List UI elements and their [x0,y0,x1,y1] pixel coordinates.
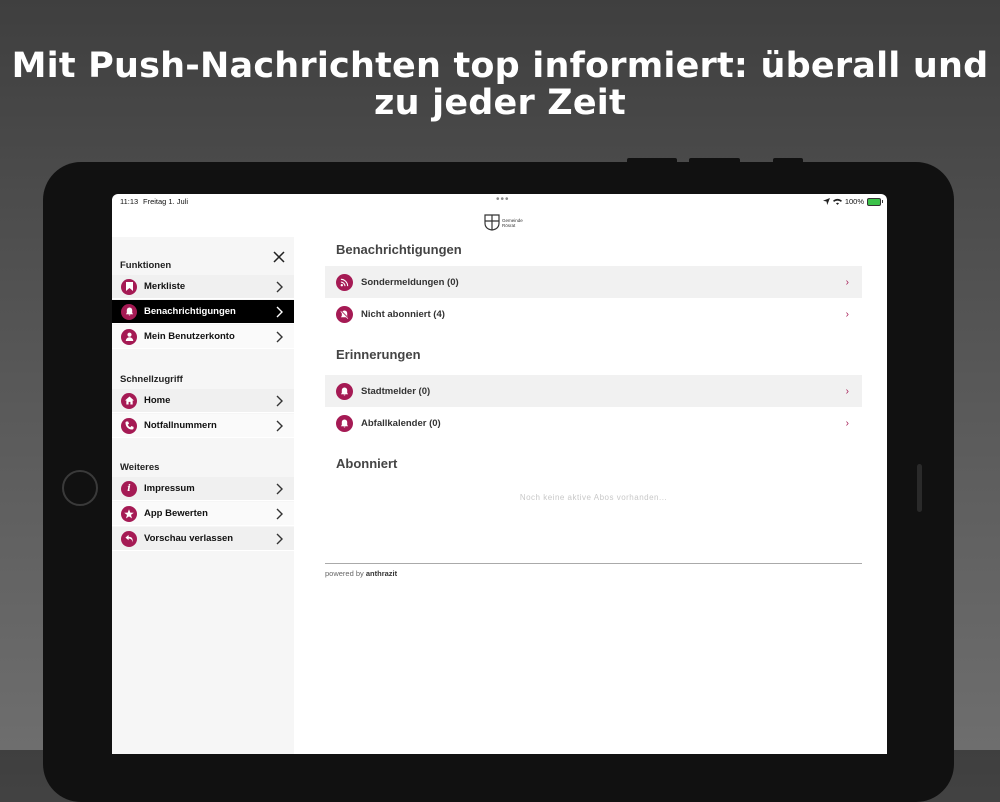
sidebar-item-impressum[interactable]: i Impressum [112,477,294,501]
sidebar-item-label: Mein Benutzerkonto [144,331,235,342]
municipality-logo: Gemeinde Rösrat [484,214,523,231]
home-icon [121,392,137,409]
close-icon[interactable] [272,250,286,264]
chevron-right-icon [276,395,283,406]
chevron-right-icon: › [845,417,849,429]
sidebar-item-label: Home [144,395,171,406]
sidebar-item-mein-benutzerkonto[interactable]: Mein Benutzerkonto [112,325,294,349]
chevron-right-icon [276,533,283,544]
user-icon [121,328,137,345]
device-handle [917,464,922,512]
chevron-right-icon: › [845,308,849,320]
chevron-right-icon [276,508,283,519]
sidebar-item-merkliste[interactable]: Merkliste [112,275,294,299]
bell-icon [336,414,353,432]
chevron-right-icon: › [845,276,849,288]
chevron-right-icon: › [845,385,849,397]
status-date: Freitag 1. Juli [143,197,189,206]
chevron-right-icon [276,281,283,292]
row-abfallkalender[interactable]: Abfallkalender (0) › [325,407,862,439]
chevron-right-icon [276,331,283,342]
section-title-funktionen: Funktionen [120,260,172,271]
volume-button [627,158,677,164]
row-label: Abfallkalender (0) [361,417,441,429]
back-arrow-icon [121,530,137,547]
section-heading-erinnerungen: Erinnerungen [336,347,421,362]
sidebar-item-vorschau-verlassen[interactable]: Vorschau verlassen [112,527,294,551]
divider [325,563,862,564]
sidebar-item-label: Impressum [144,483,195,494]
sidebar-item-label: Merkliste [144,281,186,292]
powered-by-prefix: powered by [325,569,364,578]
star-icon [121,505,137,522]
wifi-icon [832,198,842,205]
sidebar: Funktionen Merkliste Benachrichtigungen … [112,237,294,754]
row-label: Stadtmelder (0) [361,385,431,397]
bell-icon [336,382,353,400]
battery-icon [867,197,883,206]
bell-off-icon [336,305,353,323]
broadcast-icon [336,273,353,291]
sidebar-item-label: Notfallnummern [144,420,217,431]
sidebar-item-label: Benachrichtigungen [144,306,236,317]
volume-button [689,158,740,164]
multitasking-dots-icon[interactable]: ••• [496,194,510,205]
phone-icon [121,417,137,434]
powered-by[interactable]: powered by anthrazit [325,569,397,578]
section-title-weiteres: Weiteres [120,462,160,473]
bell-icon [121,303,137,320]
sidebar-item-app-bewerten[interactable]: App Bewerten [112,502,294,526]
tablet-screen: 11:13 Freitag 1. Juli ••• 100% Gemeinde … [112,194,887,754]
status-indicators: 100% [822,197,883,206]
empty-state-text: Noch keine aktive Abos vorhanden... [519,493,668,502]
logo-line-1: Gemeinde [502,217,523,223]
row-sondermeldungen[interactable]: Sondermeldungen (0) › [325,266,862,298]
info-icon: i [121,480,137,497]
chevron-right-icon [276,306,283,317]
row-label: Nicht abonniert (4) [361,308,445,320]
powered-by-brand: anthrazit [365,569,398,578]
bookmark-icon [121,278,137,295]
location-arrow-icon [822,198,830,205]
battery-percent: 100% [844,197,864,206]
logo-line-2: Rösrat [502,222,516,228]
headline-line-1: Mit Push-Nachrichten top informiert: übe… [11,46,989,86]
coat-of-arms-icon [484,214,500,231]
headline: Mit Push-Nachrichten top informiert: übe… [0,48,1000,122]
power-button [773,158,803,164]
status-bar: 11:13 Freitag 1. Juli ••• 100% [112,194,887,208]
sidebar-item-home[interactable]: Home [112,389,294,413]
sidebar-item-benachrichtigungen[interactable]: Benachrichtigungen [112,300,294,324]
section-heading-abonniert: Abonniert [336,456,398,471]
sidebar-item-label: Vorschau verlassen [144,533,234,544]
section-heading-benachrichtigungen: Benachrichtigungen [336,242,462,257]
camera-ring [62,470,98,506]
chevron-right-icon [276,483,283,494]
row-stadtmelder[interactable]: Stadtmelder (0) › [325,375,862,407]
row-label: Sondermeldungen (0) [361,276,459,288]
status-time: 11:13 [120,197,139,206]
section-title-schnellzugriff: Schnellzugriff [120,374,183,385]
sidebar-item-label: App Bewerten [144,508,208,519]
row-nicht-abonniert[interactable]: Nicht abonniert (4) › [325,298,862,330]
chevron-right-icon [276,420,283,431]
sidebar-item-notfallnummern[interactable]: Notfallnummern [112,414,294,438]
headline-line-2: zu jeder Zeit [374,83,626,123]
